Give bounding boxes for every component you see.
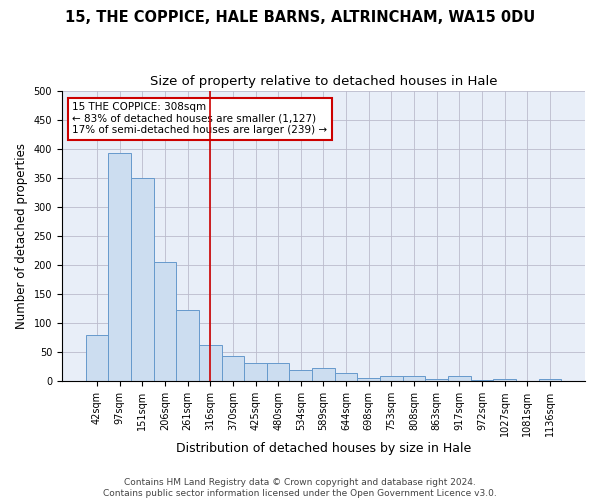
Bar: [335, 373, 358, 381]
Bar: [312, 368, 335, 381]
Bar: [109, 154, 131, 381]
Bar: [221, 356, 244, 381]
Bar: [199, 345, 221, 381]
Bar: [267, 362, 289, 381]
Bar: [539, 380, 561, 381]
Bar: [516, 380, 539, 381]
Bar: [176, 310, 199, 381]
Title: Size of property relative to detached houses in Hale: Size of property relative to detached ho…: [150, 75, 497, 88]
Bar: [403, 376, 425, 381]
Bar: [358, 378, 380, 381]
Bar: [425, 379, 448, 381]
Bar: [154, 262, 176, 381]
Bar: [448, 376, 470, 381]
Bar: [86, 334, 109, 381]
Text: Contains HM Land Registry data © Crown copyright and database right 2024.
Contai: Contains HM Land Registry data © Crown c…: [103, 478, 497, 498]
Text: 15 THE COPPICE: 308sqm
← 83% of detached houses are smaller (1,127)
17% of semi-: 15 THE COPPICE: 308sqm ← 83% of detached…: [73, 102, 328, 136]
Bar: [289, 370, 312, 381]
Bar: [470, 380, 493, 381]
Y-axis label: Number of detached properties: Number of detached properties: [15, 143, 28, 329]
Bar: [493, 380, 516, 381]
Bar: [244, 362, 267, 381]
Bar: [380, 376, 403, 381]
X-axis label: Distribution of detached houses by size in Hale: Distribution of detached houses by size …: [176, 442, 471, 455]
Bar: [131, 178, 154, 381]
Text: 15, THE COPPICE, HALE BARNS, ALTRINCHAM, WA15 0DU: 15, THE COPPICE, HALE BARNS, ALTRINCHAM,…: [65, 10, 535, 25]
